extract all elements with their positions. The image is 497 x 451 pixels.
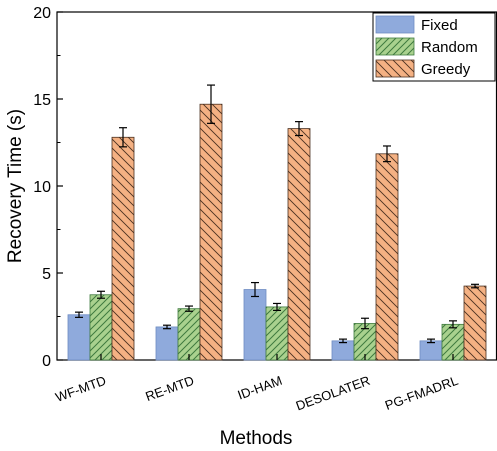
y-tick-label: 0 <box>42 353 51 370</box>
bar-random-wf-mtd <box>89 294 113 361</box>
y-tick-label: 5 <box>42 266 51 283</box>
bar-fixed-pg-fmadrl <box>419 340 443 361</box>
x-category-label: WF-MTD <box>53 373 108 405</box>
y-tick-label: 20 <box>33 5 51 22</box>
x-category-label: ID-HAM <box>235 373 284 403</box>
bar-greedy-id-ham <box>287 128 311 361</box>
x-category-label: DESOLATER <box>294 373 372 414</box>
legend: Fixed Random Greedy <box>372 12 496 82</box>
y-tick-label: 10 <box>33 179 51 196</box>
legend-swatch-fixed <box>375 15 415 34</box>
bar-greedy-wf-mtd <box>111 136 135 361</box>
legend-swatch-greedy <box>375 59 415 78</box>
bar-random-id-ham <box>265 306 289 361</box>
legend-swatch-random <box>375 37 415 56</box>
legend-label-random: Random <box>421 39 478 56</box>
y-tick-label: 15 <box>33 92 51 109</box>
x-axis-category-labels: WF-MTD RE-MTD ID-HAM DESOLATER PG-FMADRL <box>53 373 460 414</box>
bar-greedy-pg-fmadrl <box>463 285 487 361</box>
y-axis-ticks: 0 5 10 15 20 <box>33 5 454 370</box>
bar-fixed-re-mtd <box>155 326 179 361</box>
bar-greedy-re-mtd <box>199 103 223 361</box>
bar-fixed-wf-mtd <box>67 314 91 361</box>
bar-greedy-desolater <box>375 153 399 361</box>
legend-label-fixed: Fixed <box>421 17 458 34</box>
plot-area <box>56 11 497 361</box>
y-axis-title: Recovery Time (s) <box>5 109 26 263</box>
legend-label-greedy: Greedy <box>421 61 471 78</box>
bar-fixed-id-ham <box>243 289 267 361</box>
x-axis-title: Methods <box>220 428 293 449</box>
bar-random-re-mtd <box>177 308 201 361</box>
x-category-label: RE-MTD <box>143 373 196 404</box>
x-category-label: PG-FMADRL <box>383 373 460 413</box>
bar-fixed-desolater <box>331 340 355 361</box>
